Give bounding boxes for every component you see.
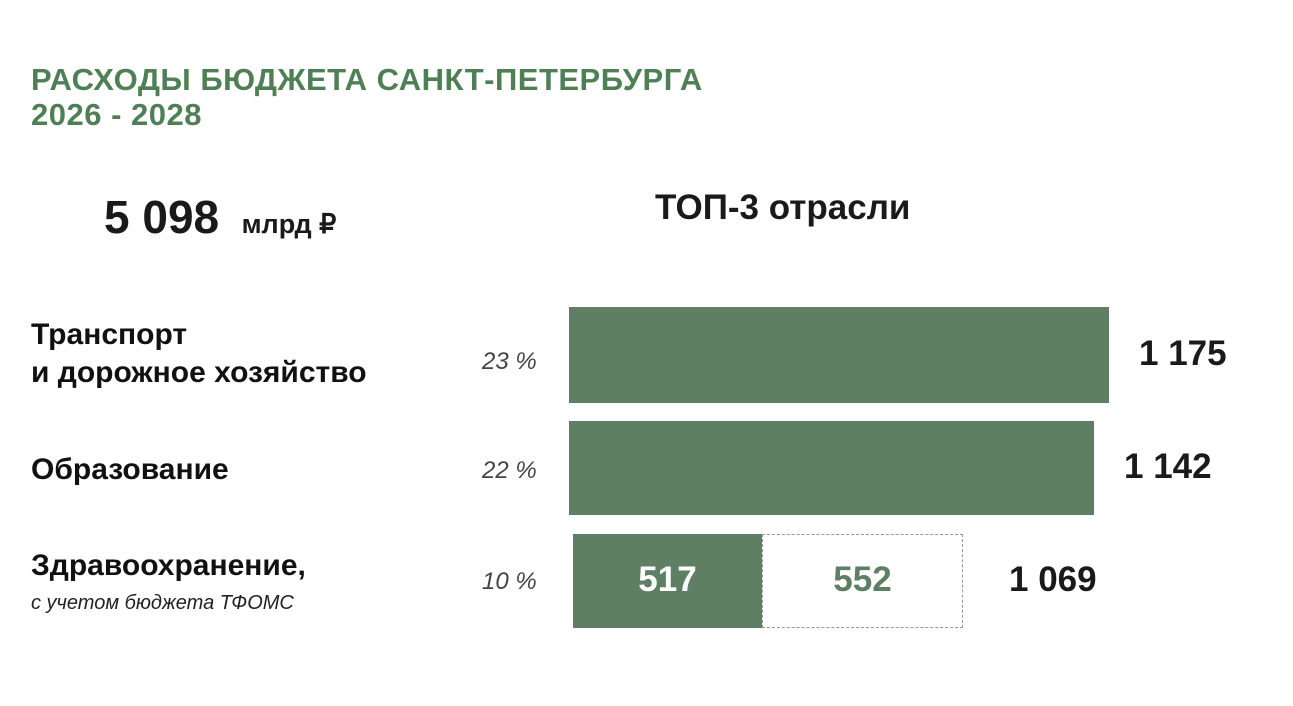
category-label-line: Здравоохранение, [31, 549, 306, 582]
category-note-healthcare: с учетом бюджета ТФОМС [31, 592, 294, 614]
title-line-2: 2026 - 2028 [31, 97, 202, 132]
segment-value-budget: 517 [638, 560, 697, 599]
category-label-line: Транспорт [31, 318, 188, 351]
page-title: РАСХОДЫ БЮДЖЕТА САНКТ-ПЕТЕРБУРГА 2026 - … [31, 62, 703, 132]
segment-value-tfoms: 552 [833, 560, 892, 599]
total-budget: 5 098 млрд ₽ [104, 190, 336, 244]
bar-value-healthcare: 1 069 [1009, 560, 1097, 599]
bar-education [569, 421, 1094, 515]
bar-transport [569, 307, 1109, 403]
chart-title: ТОП-3 отрасли [655, 188, 911, 227]
share-label-education: 22 % [482, 457, 537, 484]
category-label-line: Образование [31, 453, 229, 486]
bar-healthcare-segment-budget [573, 534, 762, 628]
share-label-transport: 23 % [482, 348, 537, 375]
share-label-healthcare: 10 % [482, 568, 537, 595]
title-line-1: РАСХОДЫ БЮДЖЕТА САНКТ-ПЕТЕРБУРГА [31, 62, 703, 97]
bar-value-education: 1 142 [1124, 447, 1212, 486]
category-label-transport: Транспорт и дорожное хозяйство [31, 316, 367, 392]
bar-value-transport: 1 175 [1139, 334, 1227, 373]
total-budget-value: 5 098 [104, 191, 220, 243]
category-label-education: Образование [31, 451, 229, 489]
category-label-line: и дорожное хозяйство [31, 356, 367, 389]
total-budget-unit: млрд ₽ [241, 209, 337, 239]
category-label-healthcare: Здравоохранение, [31, 547, 306, 585]
bar-healthcare-segment-tfoms [762, 534, 963, 628]
